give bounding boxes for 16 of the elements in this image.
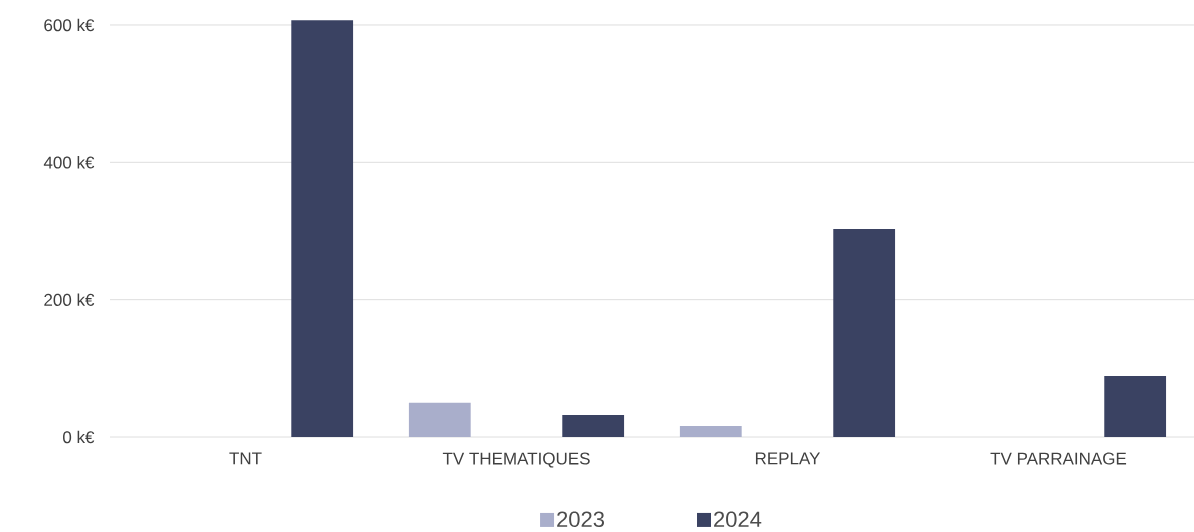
y-tick-label: 0 k€ xyxy=(63,430,95,444)
x-tick-label: TV PARRAINAGE xyxy=(990,452,1127,465)
y-tick-label: 400 k€ xyxy=(43,156,95,169)
bar xyxy=(408,402,471,437)
legend-label: 2024 xyxy=(714,511,762,528)
bar xyxy=(833,228,896,437)
x-tick-label: REPLAY xyxy=(755,452,821,465)
x-tick-label: TNT xyxy=(229,452,262,465)
bar xyxy=(1104,375,1167,437)
y-tick-label: 200 k€ xyxy=(44,293,95,306)
y-tick-label: 600 k€ xyxy=(44,18,95,32)
bar xyxy=(291,20,354,437)
bar xyxy=(562,415,625,437)
bar xyxy=(679,426,742,437)
legend-label: 2023 xyxy=(557,511,605,528)
x-tick-label: TV THEMATIQUES xyxy=(442,452,590,468)
